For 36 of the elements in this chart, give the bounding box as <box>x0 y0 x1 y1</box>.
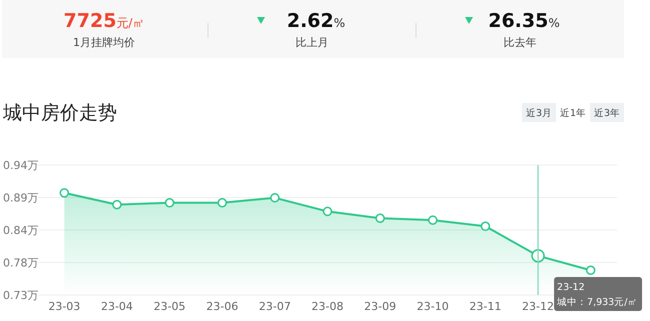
point <box>586 265 596 275</box>
x-tick-label: 23-10 <box>416 300 449 313</box>
y-tick-label: 0.94万 <box>3 159 38 172</box>
x-tick-label: 23-08 <box>312 300 344 313</box>
text: 1月挂牌均价 <box>73 36 135 49</box>
x-tick-label: 23-05 <box>154 300 186 313</box>
text: 近3年 <box>594 107 620 119</box>
text: 26.35% <box>488 10 560 32</box>
point <box>164 198 174 208</box>
point <box>480 222 490 232</box>
y-tick-label: 0.84万 <box>3 224 38 237</box>
y-tick-label: 0.89万 <box>3 192 38 204</box>
point <box>270 193 280 203</box>
y-tick-label: 0.73万 <box>3 289 38 302</box>
text: 比去年 <box>504 36 536 49</box>
point <box>322 206 332 216</box>
chart-title: 城中房价走势 <box>2 102 117 124</box>
point <box>217 198 227 208</box>
point <box>428 215 438 225</box>
x-tick-label: 23-04 <box>100 300 133 313</box>
x-tick-label: 23-12 <box>522 300 554 313</box>
x-tick-label: 23-07 <box>258 300 291 313</box>
text: 比上月 <box>296 36 328 49</box>
point <box>112 200 122 210</box>
point <box>375 213 385 223</box>
text: 7725元/㎡ <box>64 10 144 32</box>
annotation: 23-12 城中：7,933元/㎡ <box>556 282 638 308</box>
y-tick-label: 0.78万 <box>3 256 38 270</box>
point <box>60 188 70 198</box>
text: 近1年 <box>560 107 586 119</box>
text: 2.62% <box>286 10 346 32</box>
x-tick-label: 23-06 <box>206 300 238 313</box>
x-tick-label: 23-09 <box>364 300 396 313</box>
x-tick-label: 23-11 <box>469 300 502 313</box>
x-tick-label: 23-03 <box>48 300 80 313</box>
text: 近3月 <box>526 107 552 119</box>
